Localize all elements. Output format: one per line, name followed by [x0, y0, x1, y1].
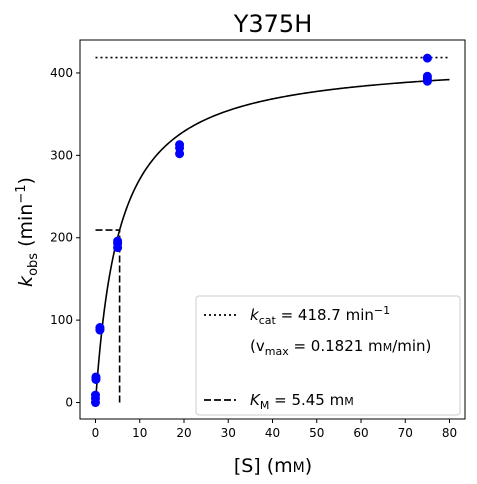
x-tick-label: 80: [442, 426, 457, 440]
y-axis-label: kobs (min−1): [14, 177, 41, 287]
y-tick-label: 200: [50, 231, 73, 245]
x-tick-label: 50: [309, 426, 324, 440]
x-ticks: 0 10 20 30 40 50 60 70 80: [92, 419, 457, 440]
data-point: [422, 71, 432, 81]
fit-layer: [94, 78, 450, 403]
x-tick-label: 60: [353, 426, 368, 440]
legend: kcat = 418.7 min−1 (vmax = 0.1821 mM/min…: [195, 295, 461, 416]
fit-curve: [94, 78, 450, 403]
reference-lines: [95, 56, 450, 403]
legend-kcat-label: kcat = 418.7 min−1: [250, 304, 390, 327]
y-tick-label: 400: [50, 66, 73, 80]
legend-box: [195, 295, 461, 416]
data-point: [90, 390, 100, 400]
data-point: [175, 140, 185, 150]
x-tick-label: 40: [265, 426, 280, 440]
legend-vmax-label: (vmax = 0.1821 mM/min): [250, 337, 431, 358]
x-axis-label: [S] (mM): [234, 455, 312, 477]
data-point: [95, 323, 105, 333]
y-tick-label: 300: [50, 148, 73, 162]
data-point: [91, 372, 101, 382]
x-tick-label: 0: [92, 426, 100, 440]
y-tick-label: 100: [50, 313, 73, 327]
x-tick-label: 30: [221, 426, 236, 440]
x-tick-label: 20: [176, 426, 191, 440]
chart-title: Y375H: [233, 10, 313, 38]
y-tick-label: 0: [65, 396, 73, 410]
data-points: [90, 53, 432, 408]
y-ticks: 0 100 200 300 400: [50, 66, 80, 410]
x-tick-label: 10: [132, 426, 147, 440]
data-point: [113, 236, 123, 246]
data-point: [422, 53, 432, 63]
x-tick-label: 70: [398, 426, 413, 440]
legend-km-label: KM = 5.45 mM: [250, 391, 354, 412]
